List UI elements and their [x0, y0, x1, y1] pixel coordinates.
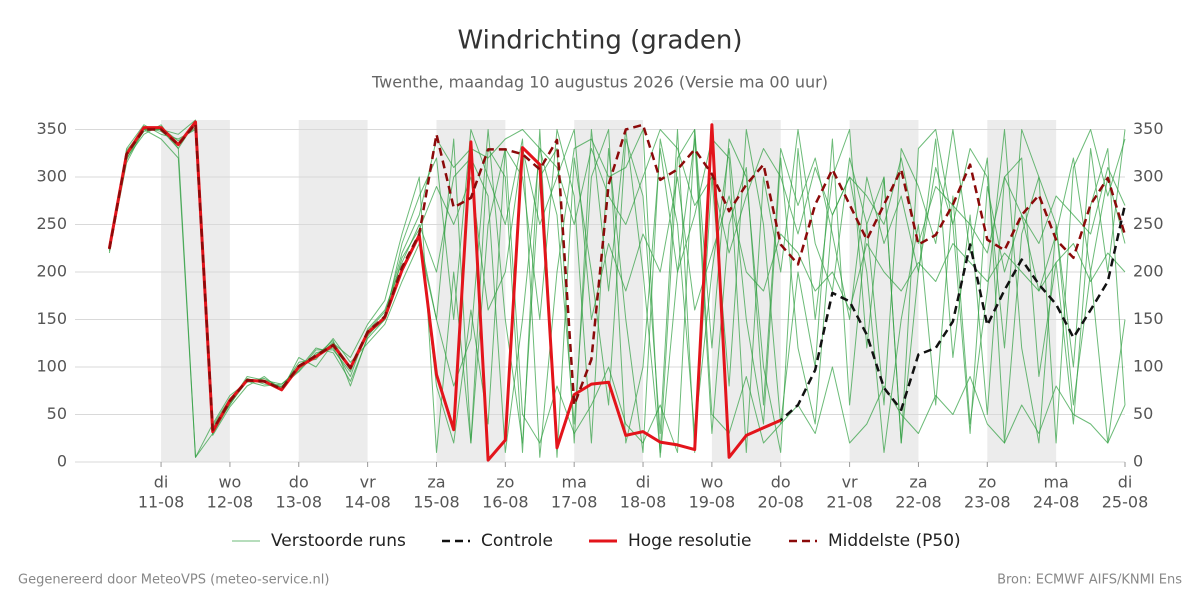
x-tick-weekday: di: [1118, 473, 1133, 492]
x-tick-label: 23-08: [964, 493, 1011, 512]
legend-label: Hoge resolutie: [628, 531, 752, 551]
x-tick-weekday: vr: [360, 473, 376, 492]
x-tick-weekday: zo: [496, 473, 514, 492]
x-tick-weekday: zo: [978, 473, 996, 492]
y2-tick-label: 200: [1133, 262, 1164, 281]
x-tick-weekday: di: [636, 473, 651, 492]
chart-title: Windrichting (graden): [457, 26, 742, 56]
x-tick-weekday: za: [427, 473, 445, 492]
x-tick-label: 24-08: [1033, 493, 1080, 512]
x-tick-label: 25-08: [1102, 493, 1149, 512]
x-tick-label: 16-08: [482, 493, 529, 512]
day-shade: [849, 120, 919, 462]
footer: Gegenereerd door MeteoVPS (meteo-service…: [18, 573, 329, 588]
y-tick-label: 300: [36, 167, 67, 186]
y-tick-label: 50: [47, 404, 67, 423]
source: Bron: ECMWF AIFS/KNMI Ens: [997, 573, 1182, 588]
x-tick-weekday: di: [154, 473, 169, 492]
x-tick-weekday: ma: [561, 473, 586, 492]
legend-label: Verstoorde runs: [271, 531, 406, 551]
chart-subtitle: Twenthe, maandag 10 augustus 2026 (Versi…: [371, 73, 828, 92]
y2-tick-label: 250: [1133, 214, 1164, 233]
y-tick-label: 100: [36, 357, 67, 376]
y2-tick-label: 100: [1133, 357, 1164, 376]
y-tick-label: 350: [36, 119, 67, 138]
x-tick-weekday: do: [289, 473, 309, 492]
x-tick-label: 14-08: [344, 493, 391, 512]
x-tick-label: 21-08: [826, 493, 873, 512]
x-tick-weekday: do: [771, 473, 791, 492]
y2-tick-label: 0: [1133, 452, 1143, 471]
x-tick-label: 20-08: [757, 493, 804, 512]
legend-label: Controle: [481, 531, 553, 551]
y2-tick-label: 150: [1133, 309, 1164, 328]
y-tick-label: 200: [36, 262, 67, 281]
y2-tick-label: 300: [1133, 167, 1164, 186]
x-tick-weekday: wo: [218, 473, 241, 492]
x-tick-label: 19-08: [689, 493, 736, 512]
x-tick-weekday: vr: [842, 473, 858, 492]
x-tick-weekday: wo: [700, 473, 723, 492]
day-shade: [298, 120, 368, 462]
y2-tick-label: 350: [1133, 119, 1164, 138]
x-tick-label: 18-08: [620, 493, 667, 512]
y-tick-label: 0: [57, 452, 67, 471]
x-tick-weekday: ma: [1043, 473, 1068, 492]
x-tick-label: 12-08: [207, 493, 254, 512]
series-line: [107, 120, 782, 462]
ensemble-member-line: [108, 124, 1126, 453]
y-tick-label: 150: [36, 309, 67, 328]
ensemble-member-line: [108, 129, 1126, 458]
x-tick-label: 15-08: [413, 493, 460, 512]
x-tick-label: 17-08: [551, 493, 598, 512]
x-tick-label: 11-08: [138, 493, 185, 512]
series-line: [108, 122, 1127, 431]
y2-tick-label: 50: [1133, 404, 1153, 423]
legend-label: Middelste (P50): [828, 531, 961, 551]
y-tick-label: 250: [36, 214, 67, 233]
x-tick-weekday: za: [909, 473, 927, 492]
day-shade: [161, 120, 230, 462]
x-tick-label: 13-08: [276, 493, 323, 512]
x-tick-label: 22-08: [895, 493, 942, 512]
series-line: [762, 204, 1127, 429]
